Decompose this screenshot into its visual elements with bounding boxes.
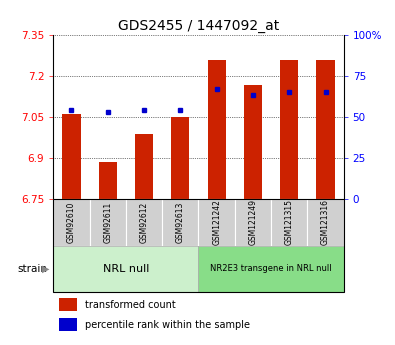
Text: GSM121315: GSM121315 bbox=[285, 199, 294, 245]
Bar bbox=[199, 199, 235, 246]
Bar bbox=[90, 199, 126, 246]
Bar bbox=[316, 60, 335, 199]
Bar bbox=[53, 246, 199, 293]
Text: strain: strain bbox=[18, 264, 48, 274]
Bar bbox=[199, 246, 344, 293]
Text: NRL null: NRL null bbox=[103, 264, 149, 274]
Bar bbox=[271, 199, 307, 246]
Bar bbox=[307, 199, 344, 246]
Bar bbox=[171, 117, 190, 199]
Text: GSM92613: GSM92613 bbox=[176, 201, 185, 243]
Bar bbox=[59, 298, 77, 312]
Bar bbox=[126, 199, 162, 246]
Bar bbox=[244, 85, 262, 199]
Bar bbox=[59, 318, 77, 331]
Title: GDS2455 / 1447092_at: GDS2455 / 1447092_at bbox=[118, 19, 279, 33]
Text: percentile rank within the sample: percentile rank within the sample bbox=[85, 321, 250, 331]
Bar bbox=[207, 60, 226, 199]
Text: NR2E3 transgene in NRL null: NR2E3 transgene in NRL null bbox=[210, 265, 332, 274]
Text: transformed count: transformed count bbox=[85, 300, 176, 310]
Bar bbox=[280, 60, 298, 199]
Bar bbox=[62, 114, 81, 199]
Text: GSM121242: GSM121242 bbox=[212, 199, 221, 245]
Text: GSM121249: GSM121249 bbox=[248, 199, 258, 245]
Text: GSM92612: GSM92612 bbox=[139, 201, 149, 243]
Bar bbox=[135, 134, 153, 199]
Bar bbox=[53, 199, 90, 246]
Text: GSM92610: GSM92610 bbox=[67, 201, 76, 243]
Text: GSM92611: GSM92611 bbox=[103, 201, 112, 243]
Text: ▶: ▶ bbox=[41, 264, 49, 274]
Bar bbox=[99, 162, 117, 199]
Bar bbox=[235, 199, 271, 246]
Bar bbox=[162, 199, 199, 246]
Text: GSM121316: GSM121316 bbox=[321, 199, 330, 245]
